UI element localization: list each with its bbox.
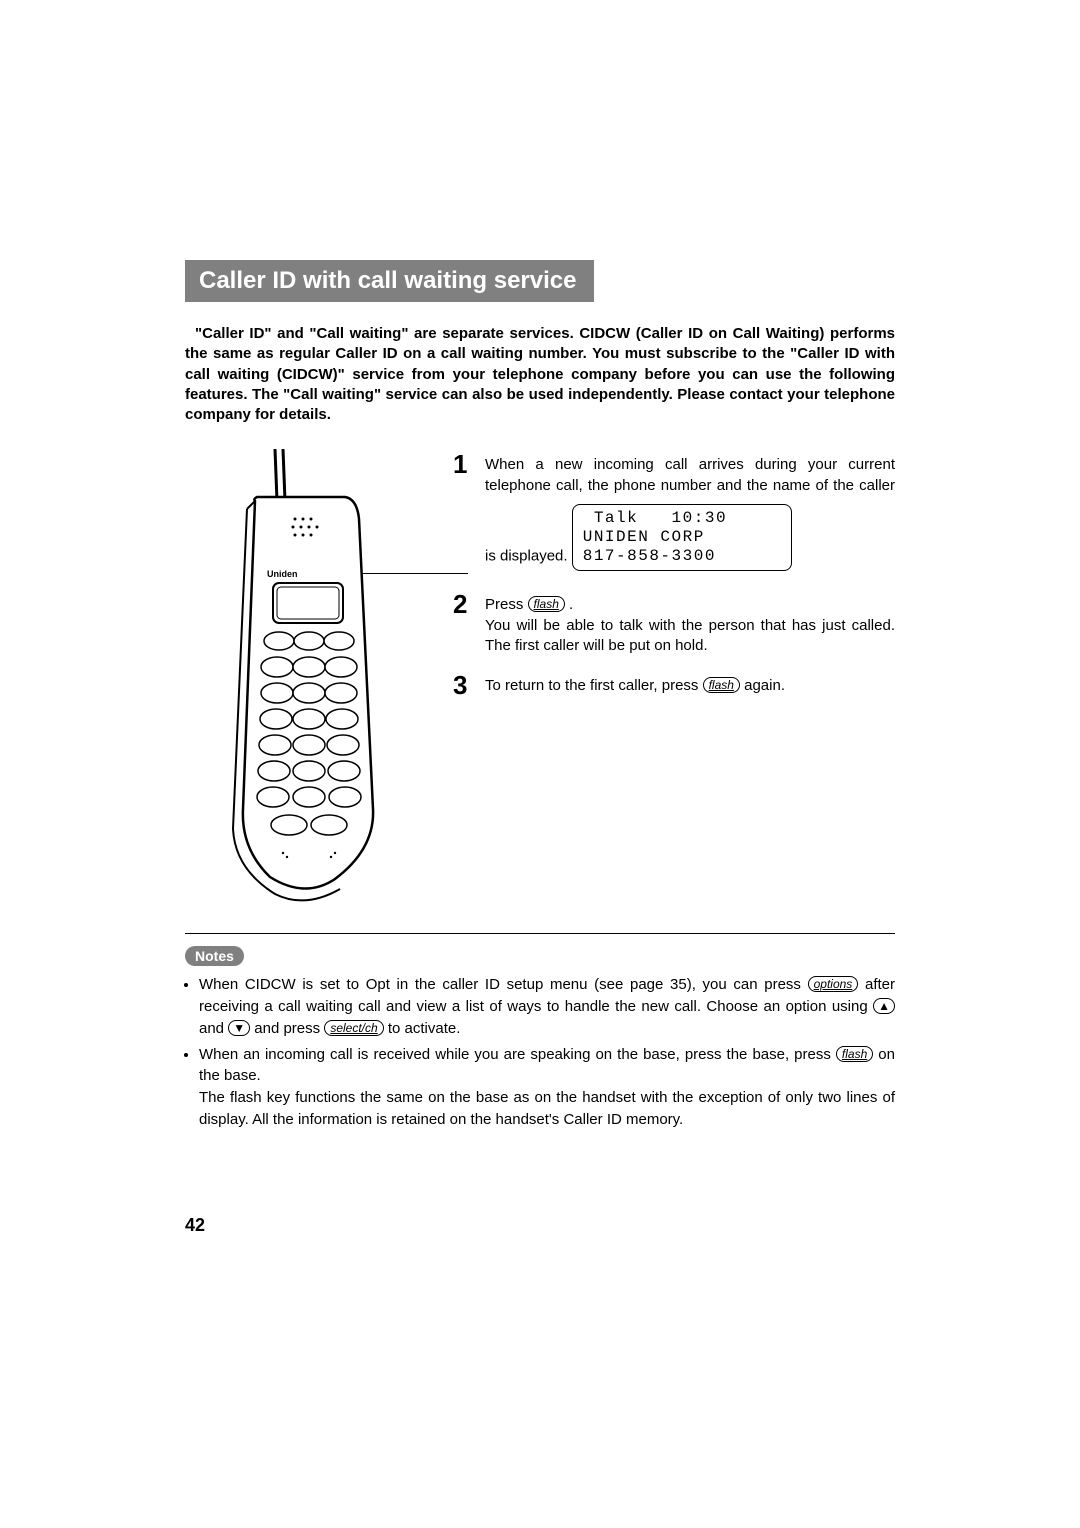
step-text: When a new incoming call arrives during … (485, 451, 895, 575)
step-text: To return to the first caller, press fla… (485, 672, 895, 698)
down-arrow-icon: ▼ (228, 1020, 250, 1036)
content-row: Uniden (185, 449, 895, 909)
options-key-icon: options (808, 976, 859, 992)
step-3: 3 To return to the first caller, press f… (453, 672, 895, 698)
note-item: When CIDCW is set to Opt in the caller I… (199, 974, 895, 1039)
step-2: 2 Press flash . You will be able to talk… (453, 591, 895, 656)
svg-text:Uniden: Uniden (267, 569, 298, 579)
step-number: 1 (453, 451, 475, 575)
notes-list: When CIDCW is set to Opt in the caller I… (185, 974, 895, 1130)
step-number: 2 (453, 591, 475, 656)
selectch-key-icon: select/ch (324, 1020, 383, 1036)
note-item: When an incoming call is received while … (199, 1044, 895, 1131)
phone-illustration: Uniden (185, 449, 425, 909)
notes-label: Notes (185, 946, 244, 966)
step-number: 3 (453, 672, 475, 698)
step-1: 1 When a new incoming call arrives durin… (453, 451, 895, 575)
intro-paragraph: "Caller ID" and "Call waiting" are separ… (185, 324, 895, 425)
lcd-display: Talk 10:30 UNIDEN CORP 817-858-3300 (572, 504, 792, 572)
section-title-bar: Caller ID with call waiting service (185, 260, 895, 302)
flash-key-icon: flash (836, 1046, 873, 1062)
steps-column: 1 When a new incoming call arrives durin… (453, 449, 895, 714)
page-number: 42 (185, 1215, 205, 1236)
flash-key-icon: flash (703, 677, 740, 693)
manual-page: Caller ID with call waiting service "Cal… (0, 0, 1080, 1131)
handset-icon: Uniden (185, 449, 425, 909)
step-text: Press flash . You will be able to talk w… (485, 591, 895, 656)
up-arrow-icon: ▲ (873, 998, 895, 1014)
section-divider (185, 933, 895, 934)
section-title: Caller ID with call waiting service (185, 260, 594, 302)
flash-key-icon: flash (528, 596, 565, 612)
